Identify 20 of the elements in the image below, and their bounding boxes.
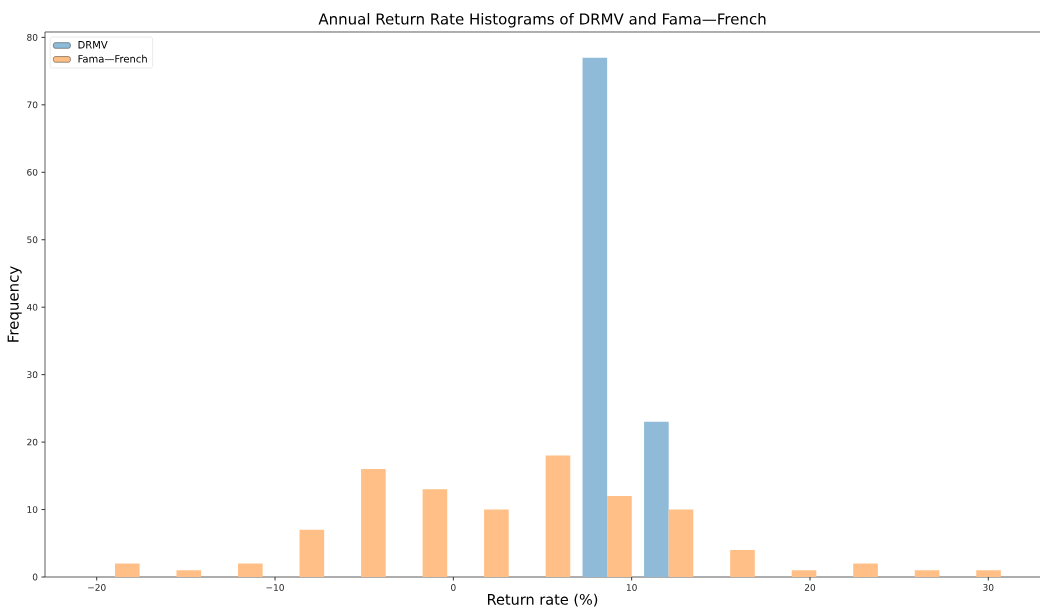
y-tick-label: 20	[27, 438, 38, 446]
y-tick-label: 40	[26, 303, 38, 311]
y-tick-label: 30	[27, 371, 38, 379]
x-tick-label: 10	[626, 584, 637, 591]
x-tick-label: −20	[88, 584, 106, 591]
x-axis-title: Return rate (%)	[487, 593, 598, 607]
x-tick-label: −10	[266, 584, 284, 591]
legend-label: DRMV	[78, 41, 108, 49]
y-tick-label: 0	[32, 573, 38, 581]
y-tick-label: 70	[27, 101, 38, 109]
x-tick-label: 0	[451, 584, 456, 591]
y-tick-label: 10	[27, 506, 38, 513]
x-tick-label: 30	[983, 584, 994, 591]
y-tick-label: 50	[27, 236, 38, 244]
y-tick-label: 80	[27, 33, 38, 41]
y-tick-label: 60	[27, 168, 38, 176]
y-axis-title: Frequency	[7, 266, 22, 342]
chart-title: Annual Return Rate Histograms of DRMV and Fama—French	[318, 12, 766, 28]
x-tick-label: 20	[804, 584, 816, 591]
legend-label: Fama—French	[78, 54, 147, 63]
